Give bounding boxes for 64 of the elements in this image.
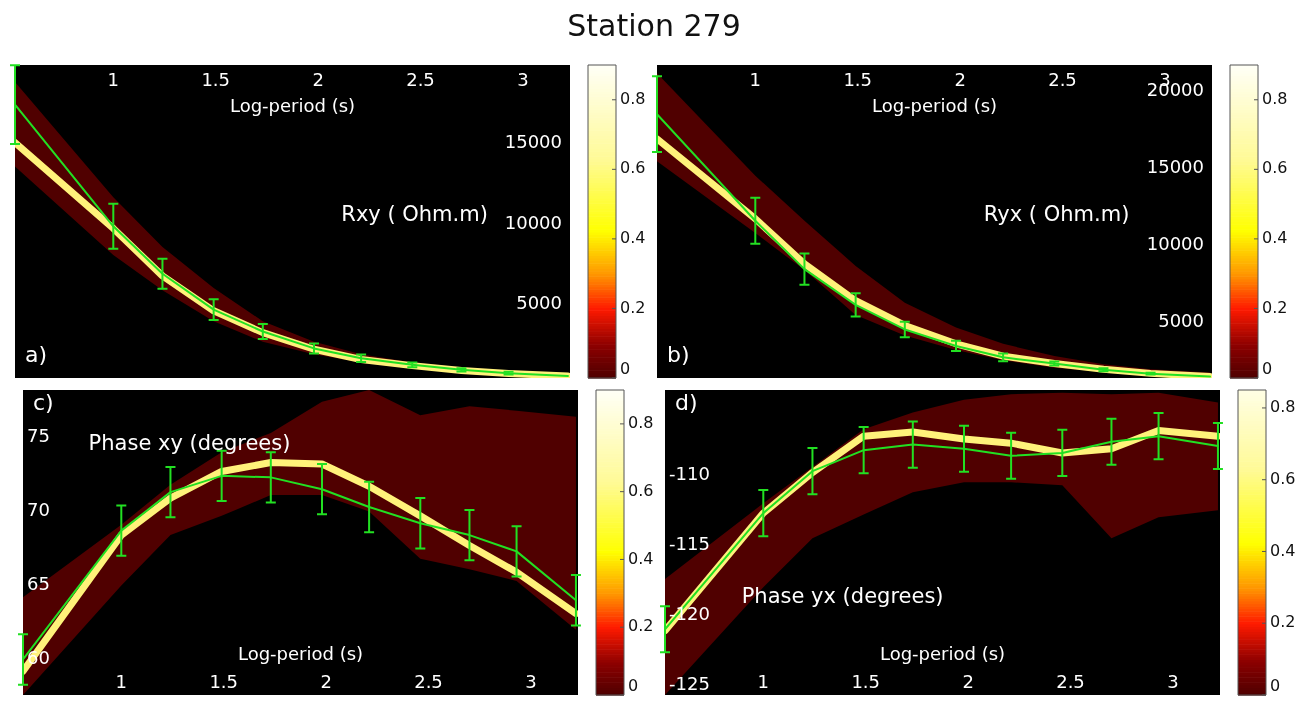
y-tick-label: 70 [27,499,50,521]
color-bar-label: 0.2 [1270,612,1296,632]
color-bar-label: 0 [620,359,631,379]
y-axis-title: Rxy ( Ohm.m) [341,201,488,226]
color-bar-label: 0.6 [628,480,654,500]
x-tick-label: 2.5 [406,68,435,90]
color-bar-label: 0 [628,676,639,696]
y-axis-title: Phase xy (degrees) [88,431,291,456]
x-tick-label: 2.5 [1056,670,1085,692]
x-axis-title: Log-period (s) [237,642,364,664]
color-bar-label: 0.8 [1270,397,1296,417]
color-bar-label: 0.4 [620,228,646,248]
x-tick-label: 1 [115,670,128,692]
annotation: a) [25,341,48,367]
x-tick-label: 2 [312,68,324,90]
color-bar-label: 0.4 [1270,540,1296,560]
y-tick-label: 10000 [504,211,562,233]
color-bar-label: 0.6 [1262,158,1288,178]
x-tick-label: 1.5 [201,68,231,90]
y-tick-label: 5000 [1158,310,1204,332]
y-axis-title: Ryx ( Ohm.m) [983,201,1130,226]
x-tick-label: 2 [954,68,966,90]
text: Station 279 [566,8,742,43]
y-tick-label: 15000 [504,131,562,153]
x-tick-label: 3 [1167,670,1179,692]
y-tick-label: -125 [669,672,710,694]
x-tick-label: 1.5 [851,670,881,692]
color-bar-label: 0.6 [1270,468,1296,488]
x-tick-label: 1 [757,670,770,692]
x-tick-label: 2 [962,670,974,692]
x-tick-label: 3 [525,670,537,692]
x-axis-title: Log-period (s) [229,94,356,116]
color-bar-label: 0 [1262,359,1273,379]
y-tick-label: 75 [27,425,50,447]
x-tick-label: 2 [320,670,332,692]
color-bar-label: 0.2 [620,297,646,317]
x-tick-label: 2.5 [1048,68,1077,90]
annotation: d) [675,389,698,415]
x-tick-label: 3 [517,68,529,90]
color-bar-label: 0.6 [620,158,646,178]
y-axis-title: Phase yx (degrees) [741,583,944,608]
y-tick-label: 10000 [1146,233,1204,255]
color-bar-label: 0.4 [628,548,654,568]
color-bar-label: 0 [1270,676,1281,696]
x-tick-label: 1.5 [843,68,873,90]
color-bar-label: 0.2 [1262,297,1288,317]
color-bar-label: 0.8 [1262,88,1288,108]
y-tick-label: 65 [27,573,50,595]
x-tick-label: 1.5 [209,670,239,692]
y-tick-label: 5000 [516,292,562,314]
x-tick-label: 1 [749,68,762,90]
x-axis-title: Log-period (s) [879,642,1006,664]
y-tick-label: 15000 [1146,155,1204,177]
y-tick-label: -115 [669,532,710,554]
annotation: b) [667,341,690,367]
x-tick-label: 1 [107,68,120,90]
annotation: c) [33,389,54,415]
color-bar-label: 0.4 [1262,228,1288,248]
x-axis-title: Log-period (s) [871,94,998,116]
color-bar-label: 0.2 [628,616,654,636]
color-bar-label: 0.8 [628,413,654,433]
y-tick-label: -110 [669,463,710,485]
color-bar-label: 0.8 [620,88,646,108]
x-tick-label: 2.5 [414,670,443,692]
